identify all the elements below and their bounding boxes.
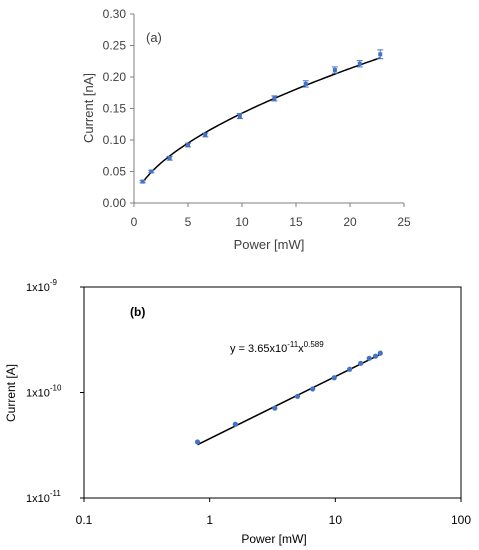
chart-a-x-tick-label: 5: [185, 215, 192, 229]
chart-b: 0.1 1 10 100 1x10-11 1x10-10 1x10-9 (b) y = 3…: [4, 278, 471, 546]
chart-b-y-tick-label: 1x10-11: [26, 489, 61, 505]
chart-b-x-tick-label: 0.1: [76, 513, 93, 527]
chart-a: 0 5 10 15 20 25 0.000.050.100.150.200.250.30 …: [81, 7, 411, 252]
chart-b-data-point: [232, 421, 238, 427]
chart-a-panel-label: (a): [146, 30, 162, 45]
chart-a-x-tick-label: 15: [289, 215, 303, 229]
chart-a-x-tick-label: 0: [131, 215, 138, 229]
chart-a-data-point: [140, 179, 145, 184]
chart-a-y-tick-label: 0.00: [103, 196, 127, 210]
chart-b-y-tick-label: 1x10-10: [26, 384, 62, 400]
chart-a-data-point: [203, 132, 208, 137]
chart-b-y-axis-label: Current [A]: [4, 364, 18, 422]
chart-a-data-point: [149, 169, 154, 174]
chart-a-data-point: [272, 96, 277, 101]
chart-a-data-point: [378, 52, 383, 57]
chart-b-data-point: [294, 393, 301, 399]
chart-b-x-ticks: 0.1 1 10 100: [76, 498, 471, 527]
chart-b-x-axis-label: Power [mW]: [241, 532, 306, 546]
chart-a-x-tick-label: 25: [397, 215, 411, 229]
chart-b-data-point: [377, 350, 383, 356]
chart-a-data-point: [186, 143, 190, 148]
chart-b-data-point: [331, 375, 337, 381]
chart-b-y-ticks: 1x10-11 1x10-10 1x10-9: [26, 278, 84, 505]
chart-b-x-tick-label: 10: [329, 513, 343, 527]
chart-b-data-point: [358, 360, 364, 366]
chart-a-y-tick-label: 0.10: [103, 133, 127, 147]
chart-b-x-tick-label: 100: [451, 513, 471, 527]
chart-a-y-tick-label: 0.30: [103, 7, 127, 21]
chart-a-axes: [133, 14, 404, 204]
chart-a-marks: [139, 49, 384, 184]
chart-b-data-point: [194, 439, 201, 445]
chart-b-y-tick-label: 1x10-9: [26, 278, 58, 294]
chart-a-data-point: [303, 81, 308, 86]
chart-b-fit-line: [197, 353, 381, 446]
chart-a-data-point: [167, 156, 172, 161]
chart-a-data-point: [237, 114, 242, 119]
chart-a-fit-line: [142, 57, 381, 183]
chart-b-fit-equation: y = 3.65x10-11x0.589: [230, 340, 324, 355]
chart-b-data-point: [310, 386, 316, 392]
chart-a-data-point: [357, 61, 362, 66]
chart-b-data-point: [372, 353, 379, 359]
chart-a-y-tick-label: 0.20: [103, 70, 127, 84]
chart-a-y-tick-label: 0.05: [103, 165, 127, 179]
chart-b-x-tick-label: 1: [206, 513, 213, 527]
chart-a-y-axis-label: Current [nA]: [81, 73, 96, 143]
chart-b-data-point: [272, 405, 278, 411]
chart-b-marks: [194, 350, 383, 446]
chart-a-y-ticks: 0.00 0.05 0.10 0.15 0.20 0.25 0.30: [103, 7, 134, 210]
chart-a-x-ticks: 0 5 10 15 20 25: [131, 203, 411, 229]
chart-a-x-axis-label: Power [mW]: [234, 237, 305, 252]
chart-a-y-tick-label: 0.15: [103, 102, 127, 116]
chart-a-x-tick-label: 20: [343, 215, 357, 229]
chart-a-x-tick-label: 10: [235, 215, 249, 229]
chart-b-data-point: [347, 366, 353, 372]
chart-b-panel-label: (b): [130, 305, 145, 319]
chart-a-y-tick-label: 0.25: [103, 39, 127, 53]
chart-b-data-point: [366, 355, 372, 361]
chart-a-data-point: [332, 68, 337, 73]
